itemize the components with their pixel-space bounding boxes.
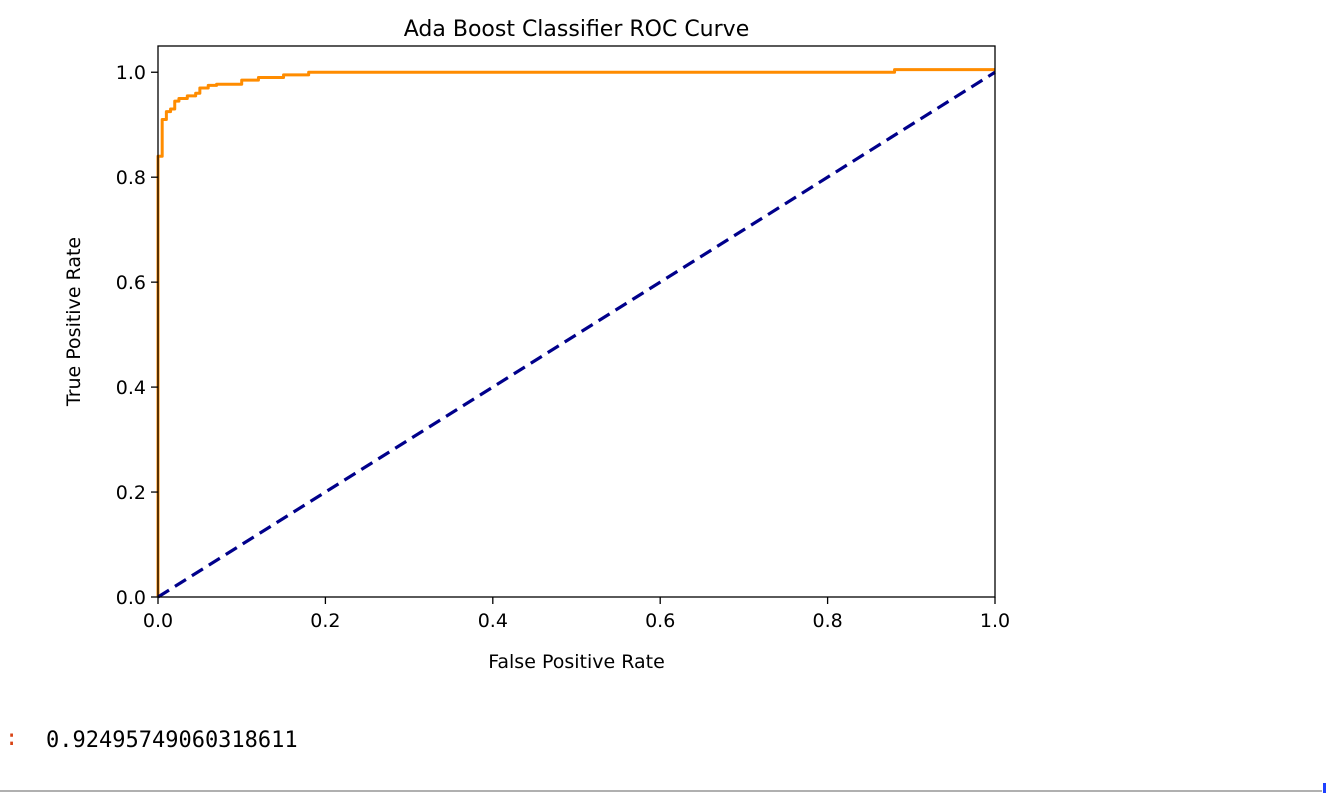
auc-score-output: 0.92495749060318611 [46,728,298,753]
x-tick-label: 0.8 [812,610,842,632]
y-axis-label: True Positive Rate [63,237,85,407]
x-tick-label: 0.2 [310,610,340,632]
x-tick-label: 0.4 [478,610,508,632]
roc-chart: 0.0 0.2 0.4 0.6 0.8 1.0 0.0 0.2 0.4 0.6 0.8 1.0 Ada … [63,17,1010,673]
cell-divider [0,790,1322,792]
chart-title: Ada Boost Classifier ROC Curve [404,17,749,42]
series-line-1 [157,70,996,599]
axes-frame [157,45,996,598]
y-tick-label: 1.0 [116,62,146,84]
y-tick-label: 0.4 [116,377,146,399]
scroll-marker [1323,783,1326,793]
output-prompt: : [5,726,19,751]
series-line-0 [156,68,995,597]
y-tick-label: 0.6 [116,272,146,294]
x-tick-label: 0.0 [143,610,173,632]
x-tick-label: 0.6 [645,610,675,632]
y-tick-label: 0.8 [116,167,146,189]
y-tick-label: 0.0 [116,587,146,609]
cell-output: : 0.92495749060318611 [0,722,1328,762]
x-axis-label: False Positive Rate [488,651,665,673]
x-tick-label: 1.0 [980,610,1010,632]
y-tick-label: 0.2 [116,482,146,504]
